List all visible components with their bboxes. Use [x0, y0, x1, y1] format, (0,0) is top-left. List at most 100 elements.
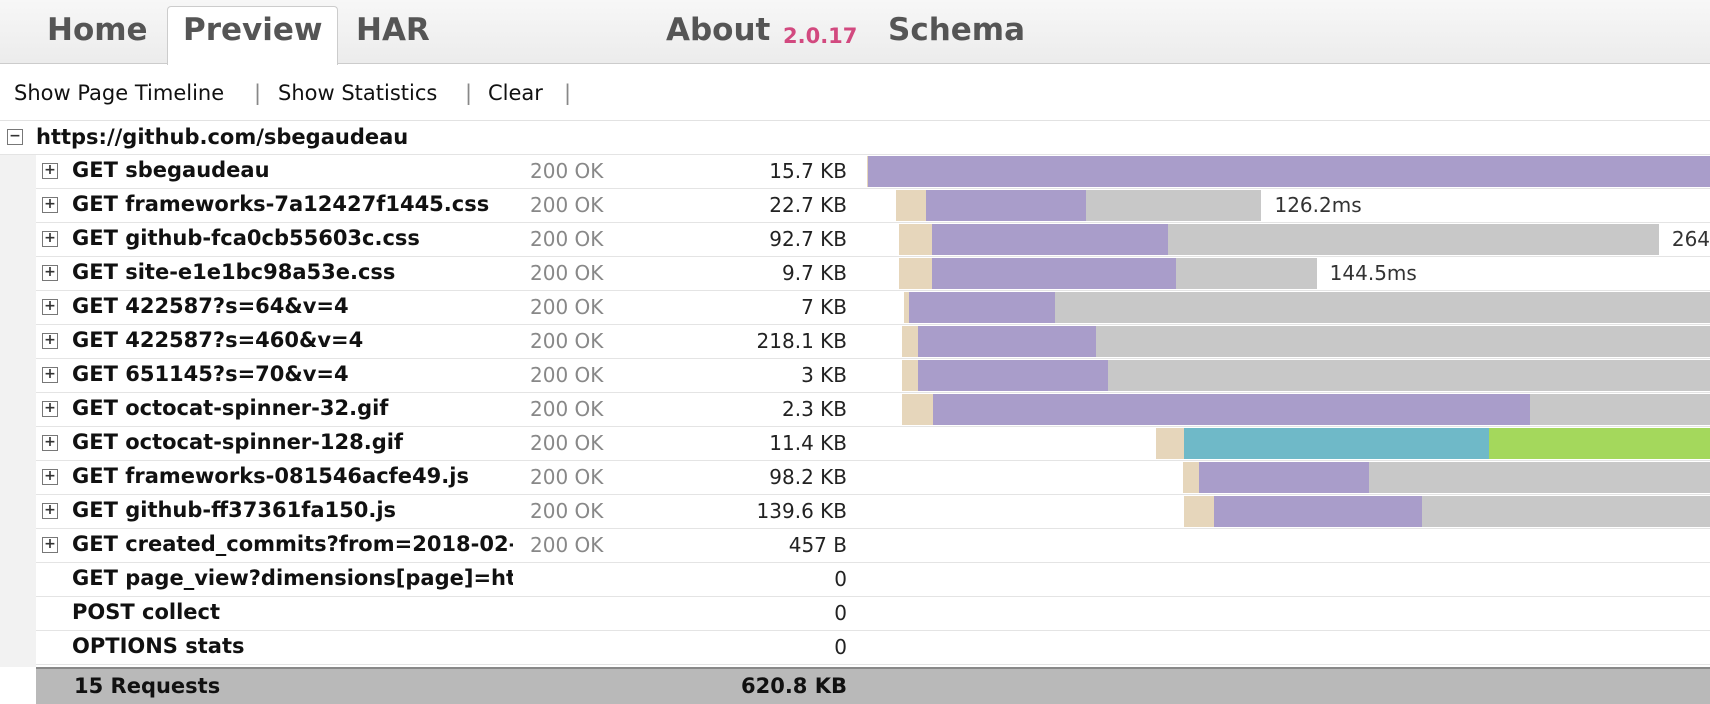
page-title: https://github.com/sbegaudeau	[36, 125, 409, 149]
timing-bar	[1055, 292, 1710, 323]
separator: |	[465, 81, 473, 105]
separator: |	[254, 81, 262, 105]
expand-icon[interactable]: +	[42, 435, 58, 451]
size: 22.7 KB	[769, 193, 847, 217]
expand-icon[interactable]: +	[42, 469, 58, 485]
separator: |	[564, 81, 572, 105]
request-label: GET frameworks-081546acfe49.js	[72, 464, 469, 488]
status: 200 OK	[530, 227, 604, 251]
request-label: GET 422587?s=460&v=4	[72, 328, 364, 352]
size: 457 B	[788, 533, 847, 557]
timing-bar	[1421, 496, 1710, 527]
timing-bar	[896, 190, 926, 221]
expand-icon[interactable]: +	[42, 265, 58, 281]
tab[interactable]: Preview	[183, 12, 323, 48]
expand-icon[interactable]: +	[42, 401, 58, 417]
size: 218.1 KB	[756, 329, 847, 353]
request-row[interactable]: + GET created_commits?from=2018-02- 200 OK…	[36, 528, 1710, 563]
request-row[interactable]: + GET frameworks-7a12427f1445.css 200 OK 22…	[36, 188, 1710, 223]
timing-label: 126.2ms	[1274, 193, 1362, 217]
request-row[interactable]: GET page_view?dimensions[page]=http 0	[36, 562, 1710, 597]
size: 98.2 KB	[769, 465, 847, 489]
size: 9.7 KB	[782, 261, 847, 285]
size: 7 KB	[801, 295, 847, 319]
timing-label: 264	[1671, 227, 1710, 251]
tab[interactable]: About	[666, 12, 771, 48]
expand-icon[interactable]: +	[42, 299, 58, 315]
timing-bar	[1184, 496, 1214, 527]
tab[interactable]: Home	[47, 12, 148, 48]
size: 139.6 KB	[756, 499, 847, 523]
size: 2.3 KB	[782, 397, 847, 421]
request-label: GET site-e1e1bc98a53e.css	[72, 260, 396, 284]
request-row[interactable]: + GET 651145?s=70&v=4 200 OK 3 KB	[36, 358, 1710, 393]
timing-bar	[1529, 394, 1710, 425]
timing-bar	[867, 156, 869, 187]
request-row[interactable]: + GET octocat-spinner-32.gif 200 OK 2.3 KB	[36, 392, 1710, 427]
request-label: GET page_view?dimensions[page]=http	[72, 566, 513, 590]
request-label: GET created_commits?from=2018-02-	[72, 532, 513, 556]
timing-bar	[1213, 496, 1422, 527]
size: 0	[834, 567, 847, 591]
request-row[interactable]: POST collect 0	[36, 596, 1710, 631]
expand-icon[interactable]: +	[42, 367, 58, 383]
toolbar-button[interactable]: Clear	[488, 81, 543, 105]
status: 200 OK	[530, 397, 604, 421]
request-row[interactable]: + GET 422587?s=460&v=4 200 OK 218.1 KB	[36, 324, 1710, 359]
timing-bar	[903, 292, 910, 323]
request-row[interactable]: + GET 422587?s=64&v=4 200 OK 7 KB	[36, 290, 1710, 325]
timing-bar	[932, 394, 1530, 425]
version: 2.0.17	[783, 24, 858, 48]
expand-icon[interactable]: +	[42, 231, 58, 247]
expand-icon[interactable]: +	[42, 197, 58, 213]
request-label: OPTIONS stats	[72, 634, 245, 658]
timing-bar	[1086, 190, 1262, 221]
timing-bar	[925, 190, 1087, 221]
timing-bar	[868, 156, 1710, 187]
expand-icon[interactable]: +	[42, 503, 58, 519]
timing-bar	[1369, 462, 1710, 493]
toolbar-button[interactable]: Show Statistics	[278, 81, 438, 105]
collapse-icon[interactable]: −	[7, 129, 23, 145]
toolbar-button[interactable]: Show Page Timeline	[14, 81, 225, 105]
size: 11.4 KB	[769, 431, 847, 455]
request-row[interactable]: + GET frameworks-081546acfe49.js 200 OK 98.…	[36, 460, 1710, 495]
timing-label: 144.5ms	[1329, 261, 1417, 285]
size: 15.7 KB	[769, 159, 847, 183]
timing-bar	[1199, 462, 1370, 493]
request-row[interactable]: + GET github-fca0cb55603c.css 200 OK 92.7 K…	[36, 222, 1710, 257]
size: 3 KB	[801, 363, 847, 387]
request-label: GET github-ff37361fa150.js	[72, 498, 397, 522]
request-row[interactable]: + GET sbegaudeau 200 OK 15.7 KB	[36, 154, 1710, 189]
request-row[interactable]: + GET octocat-spinner-128.gif 200 OK 11.4 K…	[36, 426, 1710, 461]
timing-bar	[1176, 258, 1317, 289]
status: 200 OK	[530, 465, 604, 489]
expand-icon[interactable]: +	[42, 333, 58, 349]
expand-icon[interactable]: +	[42, 537, 58, 553]
status: 200 OK	[530, 533, 604, 557]
request-label: GET 422587?s=64&v=4	[72, 294, 349, 318]
request-row[interactable]: + GET github-ff37361fa150.js 200 OK 139.6 K…	[36, 494, 1710, 529]
expand-icon[interactable]: +	[42, 163, 58, 179]
tab[interactable]: Schema	[888, 12, 1026, 48]
tab[interactable]: HAR	[356, 12, 430, 48]
request-row[interactable]: OPTIONS stats 0	[36, 630, 1710, 665]
status: 200 OK	[530, 295, 604, 319]
timing-bar	[909, 292, 1056, 323]
page-row[interactable]: − https://github.com/sbegaudeau	[0, 120, 1710, 155]
summary-row: 15 Requests 620.8 KB	[36, 667, 1710, 704]
size: 0	[834, 601, 847, 625]
request-count: 15 Requests	[74, 674, 221, 698]
status: 200 OK	[530, 431, 604, 455]
request-label: GET octocat-spinner-32.gif	[72, 396, 389, 420]
request-row[interactable]: + GET site-e1e1bc98a53e.css 200 OK 9.7 KB 14…	[36, 256, 1710, 291]
status: 200 OK	[530, 159, 604, 183]
timing-bar	[901, 360, 919, 391]
timing-bar	[1167, 224, 1659, 255]
request-label: GET octocat-spinner-128.gif	[72, 430, 404, 454]
timing-bar	[901, 326, 919, 357]
timing-bar	[1096, 326, 1710, 357]
request-label: GET frameworks-7a12427f1445.css	[72, 192, 490, 216]
timing-bar	[898, 258, 933, 289]
